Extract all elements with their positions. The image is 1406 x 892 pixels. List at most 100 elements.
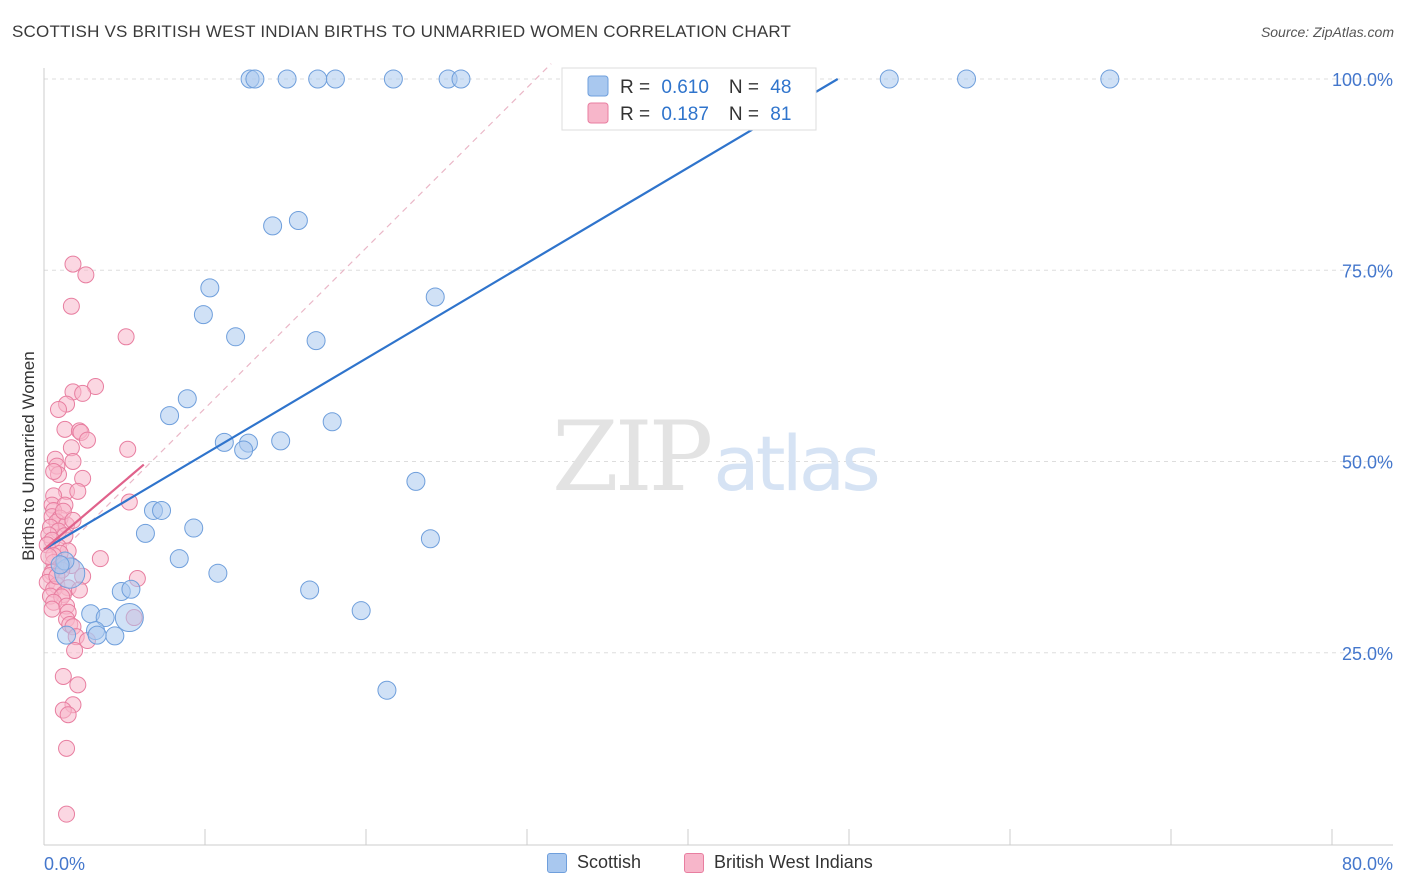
identity-line: [43, 63, 552, 570]
watermark: ZIPatlas: [552, 401, 877, 513]
scottish-point: [57, 625, 77, 645]
x-tick-label-0: 0.0%: [44, 854, 85, 874]
bwi-point: [59, 706, 77, 724]
scottish-point: [245, 69, 265, 89]
legend-n-label-1: N =: [729, 77, 764, 98]
scottish-point: [271, 431, 291, 451]
bwi-point: [74, 384, 92, 402]
legend-top: R = 0.610 N = 48 R = 0.187 N = 81: [561, 67, 817, 131]
scottish-point: [406, 471, 426, 491]
scottish-point: [325, 69, 345, 89]
y-tick-label-25: 25.0%: [1342, 644, 1393, 664]
scottish-point: [383, 69, 403, 89]
legend-r-label-1: R =: [620, 77, 655, 98]
scottish-point: [377, 680, 397, 700]
scottish-point: [135, 523, 155, 543]
grid-layer: [44, 78, 1393, 654]
scottish-point: [114, 603, 144, 633]
watermark-part1: ZIP: [552, 401, 711, 513]
y-tick-label-75: 75.0%: [1342, 261, 1393, 281]
scottish-point: [425, 287, 445, 307]
bwi-point: [119, 440, 137, 458]
bwi-point: [58, 805, 76, 823]
watermark-part2: atlas: [713, 419, 877, 508]
bwi-point: [54, 667, 72, 685]
legend-label-scottish: Scottish: [577, 852, 642, 872]
legend-bottom: Scottish British West Indians: [0, 852, 1406, 876]
scottish-point: [879, 69, 899, 89]
scottish-point: [50, 555, 70, 575]
legend-swatch-bwi: [587, 102, 609, 124]
legend-n-value-2: 81: [770, 104, 791, 125]
scottish-point: [322, 412, 342, 432]
scottish-point: [451, 69, 471, 89]
bwi-point: [66, 641, 84, 659]
bwi-point: [117, 328, 135, 346]
legend-r-label-2: R =: [620, 104, 655, 125]
scottish-point: [1100, 69, 1120, 89]
scottish-point: [351, 601, 371, 621]
scottish-point: [121, 579, 141, 599]
legend-r-value-1: 0.610: [661, 77, 709, 98]
scottish-point: [105, 626, 125, 646]
bwi-point: [77, 266, 95, 284]
scottish-point: [306, 331, 326, 351]
scottish-point: [184, 518, 204, 538]
legend-swatch-scottish: [587, 75, 609, 97]
scottish-point: [308, 69, 328, 89]
axis-layer: 25.0% 50.0% 75.0% 100.0% 0.0% 80.0%: [43, 68, 1393, 874]
scottish-point: [957, 69, 977, 89]
scottish-point: [152, 500, 172, 520]
legend-label-bwi: British West Indians: [714, 852, 873, 872]
scottish-point: [300, 580, 320, 600]
scottish-point: [277, 69, 297, 89]
scottish-point: [160, 406, 180, 426]
bwi-point: [62, 297, 80, 315]
legend-swatch-bwi: [684, 852, 704, 873]
bwi-point: [64, 255, 82, 273]
scottish-point: [234, 440, 254, 460]
bwi-point: [120, 493, 138, 511]
bwi-point: [78, 431, 96, 449]
legend-n-value-1: 48: [770, 77, 791, 98]
scottish-point: [95, 608, 115, 628]
scottish-point: [226, 327, 246, 347]
bwi-point: [45, 462, 63, 480]
bwi-point: [64, 511, 82, 529]
scottish-point: [200, 278, 220, 298]
identity-line-layer: [43, 63, 552, 570]
y-axis-label: Births to Unmarried Women: [19, 351, 38, 560]
scottish-point: [208, 563, 228, 583]
bwi-point: [56, 420, 74, 438]
bwi-point: [43, 600, 61, 618]
legend-n-label-2: N =: [729, 104, 764, 125]
bwi-point: [64, 453, 82, 470]
legend-r-value-2: 0.187: [661, 104, 709, 125]
bwi-point: [69, 482, 87, 500]
source-label: Source: ZipAtlas.com: [1260, 24, 1394, 40]
trend-lines: [43, 78, 839, 551]
scottish-point: [177, 389, 197, 409]
scottish-point: [288, 211, 308, 231]
scottish-point: [263, 216, 283, 236]
bwi-point: [49, 400, 67, 418]
scottish-point: [193, 305, 213, 325]
bwi-point: [69, 676, 87, 694]
bwi-trend-line: [43, 463, 145, 551]
x-tick-label-80: 80.0%: [1342, 854, 1393, 874]
legend-item-scottish: Scottish: [547, 852, 641, 873]
bwi-point: [58, 739, 76, 757]
y-tick-label-50: 50.0%: [1342, 453, 1393, 473]
legend-item-bwi: British West Indians: [684, 852, 873, 873]
chart-title: SCOTTISH VS BRITISH WEST INDIAN BIRTHS T…: [12, 22, 792, 41]
scottish-point: [169, 549, 189, 569]
bwi-point: [91, 550, 109, 568]
scottish-point: [420, 529, 440, 549]
y-tick-label-100: 100.0%: [1332, 70, 1393, 90]
legend-swatch-scottish: [547, 852, 567, 873]
scottish-points: [50, 69, 1120, 700]
scottish-trend-line: [43, 78, 839, 551]
